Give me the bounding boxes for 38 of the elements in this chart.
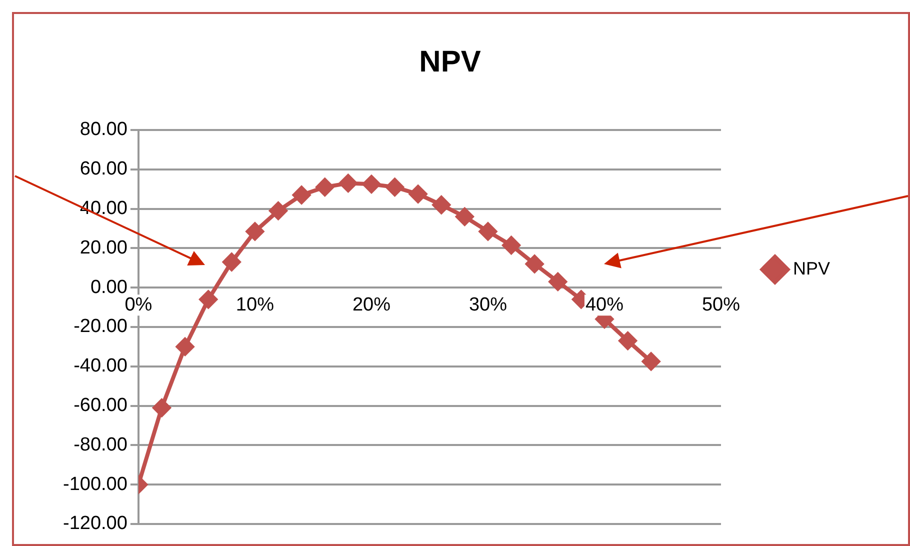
- y-tick-label: -20.00: [74, 316, 128, 338]
- chart-title: NPV: [419, 45, 481, 78]
- y-tick-label: -80.00: [74, 434, 128, 456]
- x-tick-label: 10%: [236, 294, 274, 316]
- point: [199, 290, 218, 308]
- legend-label: NPV: [792, 258, 830, 278]
- x-tick-label: 0%: [124, 294, 152, 316]
- y-tick-label: 80.00: [80, 119, 128, 140]
- point: [526, 254, 544, 273]
- y-tick-label: -60.00: [74, 395, 128, 416]
- y-tick-label: -120.00: [62, 513, 128, 534]
- point: [292, 186, 311, 204]
- point: [339, 174, 358, 192]
- point: [222, 252, 241, 271]
- point: [316, 178, 334, 196]
- point: [432, 196, 450, 214]
- y-tick-label: -40.00: [74, 356, 128, 377]
- point: [246, 222, 264, 240]
- point: [409, 185, 428, 204]
- y-tick-label: 0.00: [90, 276, 128, 298]
- point: [152, 398, 171, 417]
- point: [456, 208, 474, 226]
- x-tick-label: 40%: [585, 294, 624, 316]
- point: [502, 236, 520, 254]
- point: [478, 222, 497, 240]
- point: [386, 178, 404, 196]
- point: [642, 352, 660, 370]
- point: [269, 202, 288, 220]
- point: [362, 175, 380, 194]
- point: [176, 338, 194, 356]
- y-tick-label: 60.00: [80, 158, 128, 180]
- x-tick-label: 30%: [468, 294, 508, 316]
- point: [548, 272, 567, 291]
- x-tick-label: 20%: [352, 294, 391, 316]
- point: [618, 332, 637, 350]
- y-tick-label: 20.00: [80, 237, 128, 258]
- x-tick-label: 50%: [702, 294, 740, 316]
- y-tick-label: -100.00: [62, 474, 128, 495]
